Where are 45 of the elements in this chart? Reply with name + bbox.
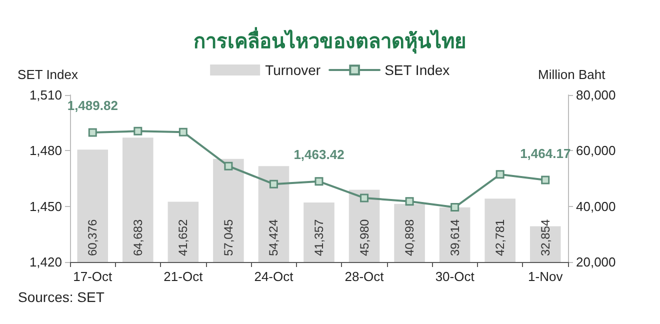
- point: [360, 194, 369, 202]
- point: [134, 126, 142, 136]
- y-tick-label: 1,420: [29, 254, 62, 270]
- data-label: 57,045: [221, 218, 236, 256]
- data-label: 41,652: [176, 218, 190, 256]
- y-tick-label: 1,450: [29, 198, 62, 214]
- data-label: 60,376: [86, 218, 100, 256]
- x-tick-label: 21-Oct: [164, 269, 204, 284]
- point: [178, 128, 188, 136]
- data-label: 1,489.82: [67, 98, 118, 114]
- data-label: 64,683: [130, 218, 145, 256]
- data-label: 42,781: [493, 218, 508, 256]
- x-tick-label: 28-Oct: [344, 269, 384, 284]
- legend-label: Turnover: [265, 62, 321, 78]
- y-tick-label: 1,480: [29, 143, 62, 158]
- chart-title: การเคลื่อนไหวของตลาดหุ้นไทย: [194, 26, 466, 54]
- y2-tick-label: 80,000: [576, 88, 616, 102]
- x-tick-label: 17-Oct: [73, 269, 113, 284]
- y2-tick-label: 60,000: [576, 143, 616, 158]
- point: [496, 170, 504, 179]
- data-label: 1,464.17: [520, 146, 571, 161]
- data-label: 1,463.42: [294, 147, 344, 162]
- point: [405, 197, 414, 206]
- y2-tick-label: 40,000: [576, 198, 616, 214]
- y-axis-title: SET Index: [18, 67, 78, 82]
- data-label: 39,614: [448, 218, 462, 256]
- data-label: 40,898: [402, 218, 417, 256]
- x-tick-label: 30-Oct: [435, 269, 475, 284]
- point: [314, 177, 324, 186]
- x-tick-label: 24-Oct: [254, 269, 294, 284]
- legend-label: SET Index: [384, 62, 450, 78]
- y2-tick-label: 20,000: [576, 254, 616, 270]
- source-note: Sources: SET: [18, 289, 105, 305]
- data-label: 45,980: [357, 218, 372, 256]
- point: [88, 128, 97, 137]
- data-label: 54,424: [266, 218, 281, 256]
- data-label: 41,357: [312, 218, 326, 256]
- point: [450, 203, 460, 212]
- point: [269, 180, 278, 188]
- y-tick-label: 1,510: [29, 88, 62, 102]
- data-label: 32,854: [538, 218, 552, 256]
- point: [541, 176, 550, 184]
- y2-axis-title: Million Baht: [538, 67, 606, 82]
- x-tick-label: 1-Nov: [528, 269, 564, 284]
- point: [224, 162, 233, 170]
